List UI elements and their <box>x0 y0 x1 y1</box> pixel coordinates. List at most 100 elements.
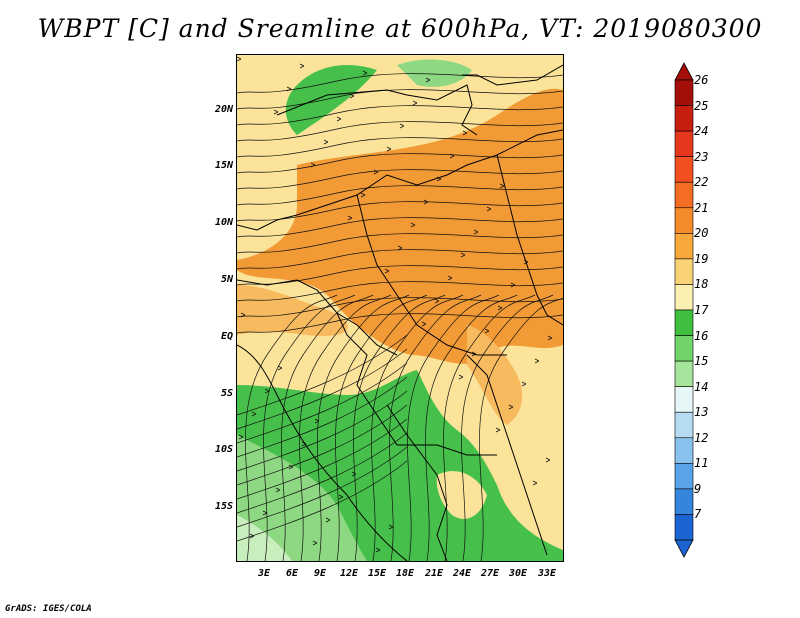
field-green-north-east <box>397 59 472 87</box>
colorbar-tick-label: 24 <box>694 124 709 139</box>
streamline-arrowhead <box>532 480 538 486</box>
streamline-arrowhead <box>347 215 353 221</box>
colorbar-tick-label: 15 <box>694 354 709 369</box>
colorbar-top-arrow <box>674 62 694 81</box>
streamline-arrowhead <box>338 494 344 500</box>
streamline-arrowhead <box>288 464 294 470</box>
streamline-arrowhead <box>423 199 429 205</box>
lat-label-5n: 5N <box>220 274 233 285</box>
lon-label-3e: 3E <box>257 568 271 579</box>
streamline-arrowhead <box>251 411 257 417</box>
streamline-arrowhead <box>412 100 418 106</box>
lon-label-18e: 18E <box>395 568 415 579</box>
streamline-arrowhead <box>534 358 540 364</box>
colorbar-tick-label: 13 <box>694 405 709 420</box>
lat-label-10s: 10S <box>214 444 233 455</box>
streamline-southerly <box>371 294 464 561</box>
colorbar-tick-label: 11 <box>694 456 709 471</box>
streamline-arrowhead <box>375 547 381 553</box>
streamline-arrowhead <box>510 282 516 288</box>
streamline-arrowhead <box>264 388 270 394</box>
streamline-arrowhead <box>249 533 255 539</box>
border-sudan <box>496 154 563 326</box>
colorbar-tick-label: 21 <box>694 200 709 215</box>
streamline-easterly <box>237 281 563 302</box>
border-nigeria-cameroon <box>237 279 398 356</box>
streamline-arrowhead <box>237 56 242 62</box>
streamline-arrowhead <box>508 404 514 410</box>
colorbar-tick-label: 26 <box>694 73 709 87</box>
colorbar-tick-label: 7 <box>694 507 702 522</box>
streamline-southerly <box>335 294 428 561</box>
colorbar-swatch <box>674 181 694 209</box>
streamline-arrowhead <box>473 229 479 235</box>
streamline-southerly <box>263 294 356 561</box>
streamline-arrowhead <box>325 517 331 523</box>
streamline-easterly <box>237 121 563 142</box>
streamline-arrowhead <box>434 298 440 304</box>
streamline-arrowhead <box>310 162 316 168</box>
border-east-africa <box>466 354 548 556</box>
streamline-arrowhead <box>499 183 505 189</box>
streamline-arrowhead <box>410 222 416 228</box>
lon-label-15e: 15E <box>367 568 387 579</box>
colorbar-tick-label: 16 <box>694 328 709 343</box>
lat-label-15s: 15S <box>214 501 233 512</box>
colorbar-tick-label: 12 <box>694 430 709 445</box>
streamline-easterly <box>237 249 563 270</box>
streamline-arrowhead <box>312 540 318 546</box>
map-panel <box>236 54 564 562</box>
streamline-southerly <box>245 294 338 561</box>
colorbar-swatch <box>674 411 694 439</box>
streamline-easterly <box>237 137 563 158</box>
colorbar-swatch <box>674 207 694 234</box>
streamline-southerly <box>299 294 392 561</box>
wbpt-field-map <box>237 55 563 561</box>
streamline-easterly <box>237 105 563 126</box>
streamline-arrowhead <box>388 524 394 530</box>
colorbar-swatch <box>674 463 694 490</box>
colorbar-tick-label: 22 <box>694 175 709 190</box>
streamline-arrowhead <box>277 365 283 371</box>
streamline-arrowhead <box>275 487 281 493</box>
streamline-southerly <box>407 294 500 561</box>
streamline-easterly <box>237 169 563 190</box>
lon-label-24e: 24E <box>452 568 472 579</box>
colorbar-swatch <box>674 105 694 132</box>
colorbar-tick-label: 25 <box>694 98 709 113</box>
streamline-easterly <box>237 217 563 238</box>
lon-label-21e: 21E <box>424 568 444 579</box>
streamline-easterly <box>237 297 563 318</box>
grads-credit: GrADS: IGES/COLA <box>5 604 92 614</box>
lat-label-eq: EQ <box>220 331 233 342</box>
streamline-arrowhead <box>323 139 329 145</box>
streamline-arrowhead <box>462 130 468 136</box>
streamline-easterly <box>237 89 563 110</box>
streamline-arrowhead <box>458 374 464 380</box>
field-green-north <box>285 65 377 135</box>
streamline-arrowhead <box>399 123 405 129</box>
streamline-southwest <box>237 348 408 430</box>
streamline-southerly <box>353 294 446 561</box>
field-light-orange-west <box>237 285 348 337</box>
lat-label-10n: 10N <box>214 217 233 228</box>
streamline-easterly <box>237 73 563 94</box>
field-light-orange-lakes <box>467 325 523 425</box>
streamline-arrowhead <box>373 169 379 175</box>
streamline-arrowhead <box>351 471 357 477</box>
lon-label-27e: 27E <box>480 568 500 579</box>
streamline-arrowhead <box>421 321 427 327</box>
streamline-arrowhead <box>360 192 366 198</box>
coastline-west <box>237 344 408 561</box>
lat-label-20n: 20N <box>214 104 233 115</box>
streamline-easterly <box>237 185 563 206</box>
lat-label-5s: 5S <box>220 388 233 399</box>
colorbar-swatch <box>674 284 694 311</box>
colorbar-swatch <box>674 360 694 387</box>
streamline-southwest <box>237 390 408 472</box>
streamline-southerly <box>281 294 374 561</box>
colorbar-swatch <box>674 156 694 183</box>
streamlines <box>237 56 563 561</box>
streamline-arrowhead <box>484 328 490 334</box>
streamline-arrowhead <box>397 245 403 251</box>
